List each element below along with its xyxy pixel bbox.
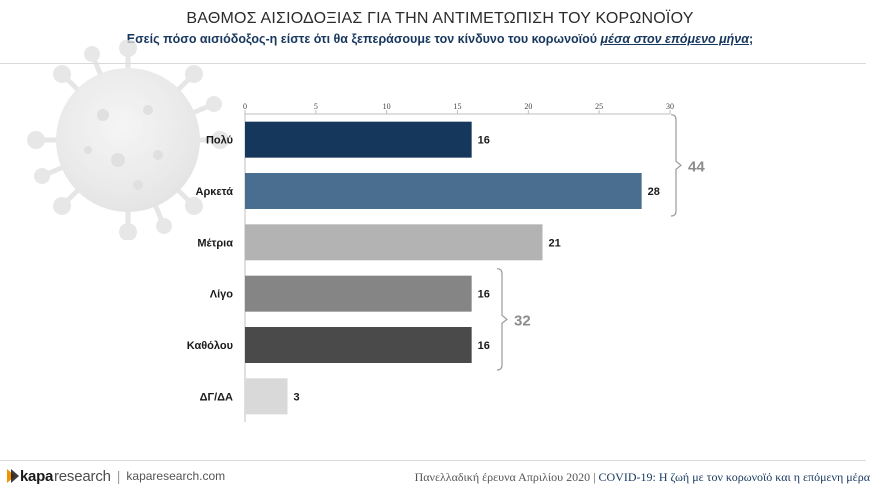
- group-bracket: [496, 268, 508, 371]
- category-label: Καθόλου: [187, 340, 233, 352]
- survey-caption: Πανελλαδική έρευνα Απριλίου 2020 | COVID…: [415, 470, 870, 485]
- category-label: ΔΓ/ΔΑ: [200, 391, 233, 403]
- data-label: 28: [648, 186, 660, 198]
- footer-divider: [0, 460, 866, 461]
- footer-website-link[interactable]: kaparesearch.com: [126, 469, 226, 483]
- survey-highlight: COVID-19:: [598, 470, 656, 484]
- footer-separator: |: [116, 468, 121, 484]
- survey-prefix: Πανελλαδική έρευνα Απριλίου 2020 |: [414, 470, 599, 484]
- subtitle-prefix: Εσείς πόσο αισιόδοξος-η είστε ότι θα ξεπ…: [126, 32, 601, 46]
- x-tick-label: 25: [595, 102, 603, 111]
- group-bracket: [670, 114, 682, 217]
- bar: [245, 121, 472, 158]
- chart-subtitle: Εσείς πόσο αισιόδοξος-η είστε ότι θα ξεπ…: [0, 32, 880, 46]
- header-divider: [0, 63, 866, 64]
- group-total-label: 44: [688, 158, 705, 175]
- category-label: Μέτρια: [197, 237, 233, 249]
- bar-chart: 0 5 10 15 20 25 30 Πολύ 16 Αρκετά 28 Μέτρια 21 Λίγο 16…: [187, 102, 705, 422]
- subtitle-emphasis: μέσα στον επόμενο μήνα: [600, 32, 750, 46]
- category-label: Πολύ: [206, 135, 233, 147]
- group-total-label: 32: [514, 312, 531, 329]
- logo-text-kapa: kapa: [20, 467, 53, 485]
- bar: [245, 275, 472, 312]
- x-tick-label: 15: [454, 102, 462, 111]
- x-tick-label: 0: [243, 102, 247, 111]
- category-label: Λίγο: [210, 289, 234, 301]
- coronavirus-background-icon: [27, 40, 229, 240]
- category-label: Αρκετά: [196, 186, 234, 198]
- bar: [245, 378, 288, 415]
- data-label: 16: [478, 135, 490, 147]
- data-label: 21: [549, 237, 561, 249]
- data-label: 3: [294, 391, 300, 403]
- logo-text-research: research: [54, 467, 111, 485]
- x-tick-label: 10: [383, 102, 391, 111]
- subtitle-suffix: ;: [749, 32, 754, 46]
- survey-suffix: Η ζωή με τον κορωνοϊό και η επόμενη μέρα: [655, 470, 870, 484]
- chart-title: ΒΑΘΜΟΣ ΑΙΣΙΟΔΟΞΙΑΣ ΓΙΑ ΤΗΝ ΑΝΤΙΜΕΤΩΠΙΣΗ …: [186, 10, 694, 27]
- footer-logo: kapa research | kaparesearch.com: [6, 465, 225, 487]
- x-tick-label: 20: [524, 102, 532, 111]
- data-label: 16: [478, 289, 490, 301]
- bar: [245, 173, 642, 209]
- data-label: 16: [478, 340, 490, 352]
- bar: [245, 327, 472, 363]
- kapa-logo-icon: [7, 469, 19, 483]
- bar: [245, 224, 543, 261]
- x-tick-label: 30: [666, 102, 674, 111]
- x-tick-label: 5: [314, 102, 318, 111]
